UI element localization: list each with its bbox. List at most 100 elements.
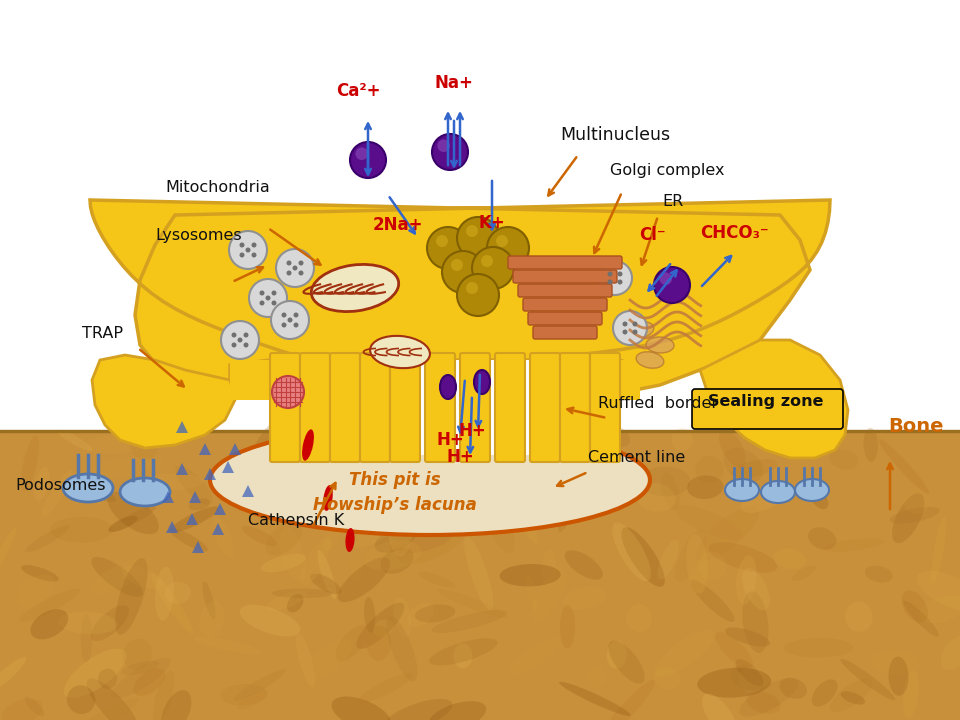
Ellipse shape bbox=[153, 670, 175, 720]
Ellipse shape bbox=[621, 527, 664, 587]
Ellipse shape bbox=[234, 670, 286, 701]
Ellipse shape bbox=[364, 597, 375, 633]
Ellipse shape bbox=[735, 659, 763, 686]
Ellipse shape bbox=[892, 493, 924, 543]
Polygon shape bbox=[166, 521, 178, 533]
Ellipse shape bbox=[731, 666, 763, 690]
FancyBboxPatch shape bbox=[513, 270, 617, 283]
Text: Golgi complex: Golgi complex bbox=[610, 163, 725, 178]
Ellipse shape bbox=[889, 657, 908, 696]
Ellipse shape bbox=[560, 605, 575, 649]
FancyBboxPatch shape bbox=[508, 256, 622, 269]
Ellipse shape bbox=[564, 550, 603, 580]
Ellipse shape bbox=[903, 600, 939, 636]
Circle shape bbox=[276, 249, 314, 287]
Polygon shape bbox=[192, 541, 204, 553]
Circle shape bbox=[249, 279, 287, 317]
Ellipse shape bbox=[464, 536, 493, 611]
Ellipse shape bbox=[175, 465, 213, 505]
Circle shape bbox=[622, 330, 628, 335]
Ellipse shape bbox=[67, 685, 95, 714]
Ellipse shape bbox=[626, 322, 654, 338]
Ellipse shape bbox=[742, 568, 770, 611]
Ellipse shape bbox=[431, 610, 507, 633]
Circle shape bbox=[281, 312, 286, 318]
Ellipse shape bbox=[872, 649, 920, 675]
Ellipse shape bbox=[346, 528, 354, 552]
Ellipse shape bbox=[63, 474, 113, 502]
FancyBboxPatch shape bbox=[300, 353, 330, 462]
Ellipse shape bbox=[901, 590, 928, 623]
Ellipse shape bbox=[812, 680, 837, 706]
Circle shape bbox=[350, 142, 386, 178]
Ellipse shape bbox=[686, 534, 708, 593]
Circle shape bbox=[451, 259, 463, 271]
Ellipse shape bbox=[559, 682, 631, 716]
Ellipse shape bbox=[134, 474, 204, 490]
Ellipse shape bbox=[415, 605, 455, 622]
Ellipse shape bbox=[428, 455, 451, 483]
Ellipse shape bbox=[358, 673, 413, 703]
Ellipse shape bbox=[696, 506, 759, 561]
FancyBboxPatch shape bbox=[390, 353, 420, 462]
Ellipse shape bbox=[470, 466, 491, 480]
Ellipse shape bbox=[824, 539, 884, 552]
Ellipse shape bbox=[878, 439, 929, 494]
Ellipse shape bbox=[2, 698, 42, 720]
Ellipse shape bbox=[279, 527, 305, 582]
Ellipse shape bbox=[200, 601, 225, 638]
Circle shape bbox=[472, 247, 514, 289]
Ellipse shape bbox=[660, 472, 680, 510]
Text: Mitochondria: Mitochondria bbox=[165, 180, 270, 195]
Ellipse shape bbox=[482, 492, 515, 553]
Ellipse shape bbox=[741, 485, 789, 513]
Ellipse shape bbox=[58, 430, 93, 451]
Ellipse shape bbox=[719, 430, 746, 467]
Ellipse shape bbox=[213, 518, 234, 557]
Ellipse shape bbox=[266, 590, 307, 611]
Ellipse shape bbox=[560, 423, 623, 466]
Ellipse shape bbox=[612, 523, 651, 581]
Ellipse shape bbox=[690, 580, 734, 622]
Ellipse shape bbox=[547, 431, 575, 505]
Ellipse shape bbox=[301, 469, 340, 494]
Ellipse shape bbox=[902, 670, 919, 719]
Ellipse shape bbox=[541, 549, 557, 585]
Circle shape bbox=[654, 267, 690, 303]
Ellipse shape bbox=[460, 439, 488, 473]
Circle shape bbox=[487, 227, 529, 269]
Text: Ca²+: Ca²+ bbox=[336, 82, 380, 100]
Ellipse shape bbox=[193, 636, 261, 654]
Circle shape bbox=[281, 323, 286, 328]
FancyBboxPatch shape bbox=[560, 353, 590, 462]
Ellipse shape bbox=[584, 455, 639, 479]
Ellipse shape bbox=[122, 566, 163, 589]
Ellipse shape bbox=[170, 528, 208, 552]
Text: 2Na+: 2Na+ bbox=[372, 216, 423, 234]
Circle shape bbox=[617, 279, 622, 284]
Ellipse shape bbox=[131, 431, 158, 459]
Ellipse shape bbox=[86, 678, 140, 720]
Ellipse shape bbox=[108, 506, 156, 532]
Ellipse shape bbox=[481, 403, 508, 468]
Ellipse shape bbox=[367, 625, 391, 661]
Ellipse shape bbox=[133, 668, 165, 696]
Ellipse shape bbox=[454, 644, 472, 668]
Ellipse shape bbox=[931, 516, 947, 583]
Polygon shape bbox=[222, 461, 234, 473]
Text: Multinucleus: Multinucleus bbox=[560, 126, 670, 144]
Ellipse shape bbox=[156, 567, 174, 621]
FancyBboxPatch shape bbox=[590, 353, 620, 462]
Ellipse shape bbox=[654, 667, 681, 689]
Polygon shape bbox=[92, 355, 235, 448]
FancyBboxPatch shape bbox=[530, 353, 560, 462]
Text: Cathepsin K: Cathepsin K bbox=[248, 513, 345, 528]
Ellipse shape bbox=[563, 587, 607, 610]
Ellipse shape bbox=[311, 264, 398, 312]
Ellipse shape bbox=[761, 481, 795, 503]
Text: H+: H+ bbox=[446, 448, 474, 466]
Ellipse shape bbox=[19, 589, 80, 622]
Circle shape bbox=[244, 333, 249, 338]
Ellipse shape bbox=[594, 454, 623, 471]
Ellipse shape bbox=[310, 574, 342, 594]
